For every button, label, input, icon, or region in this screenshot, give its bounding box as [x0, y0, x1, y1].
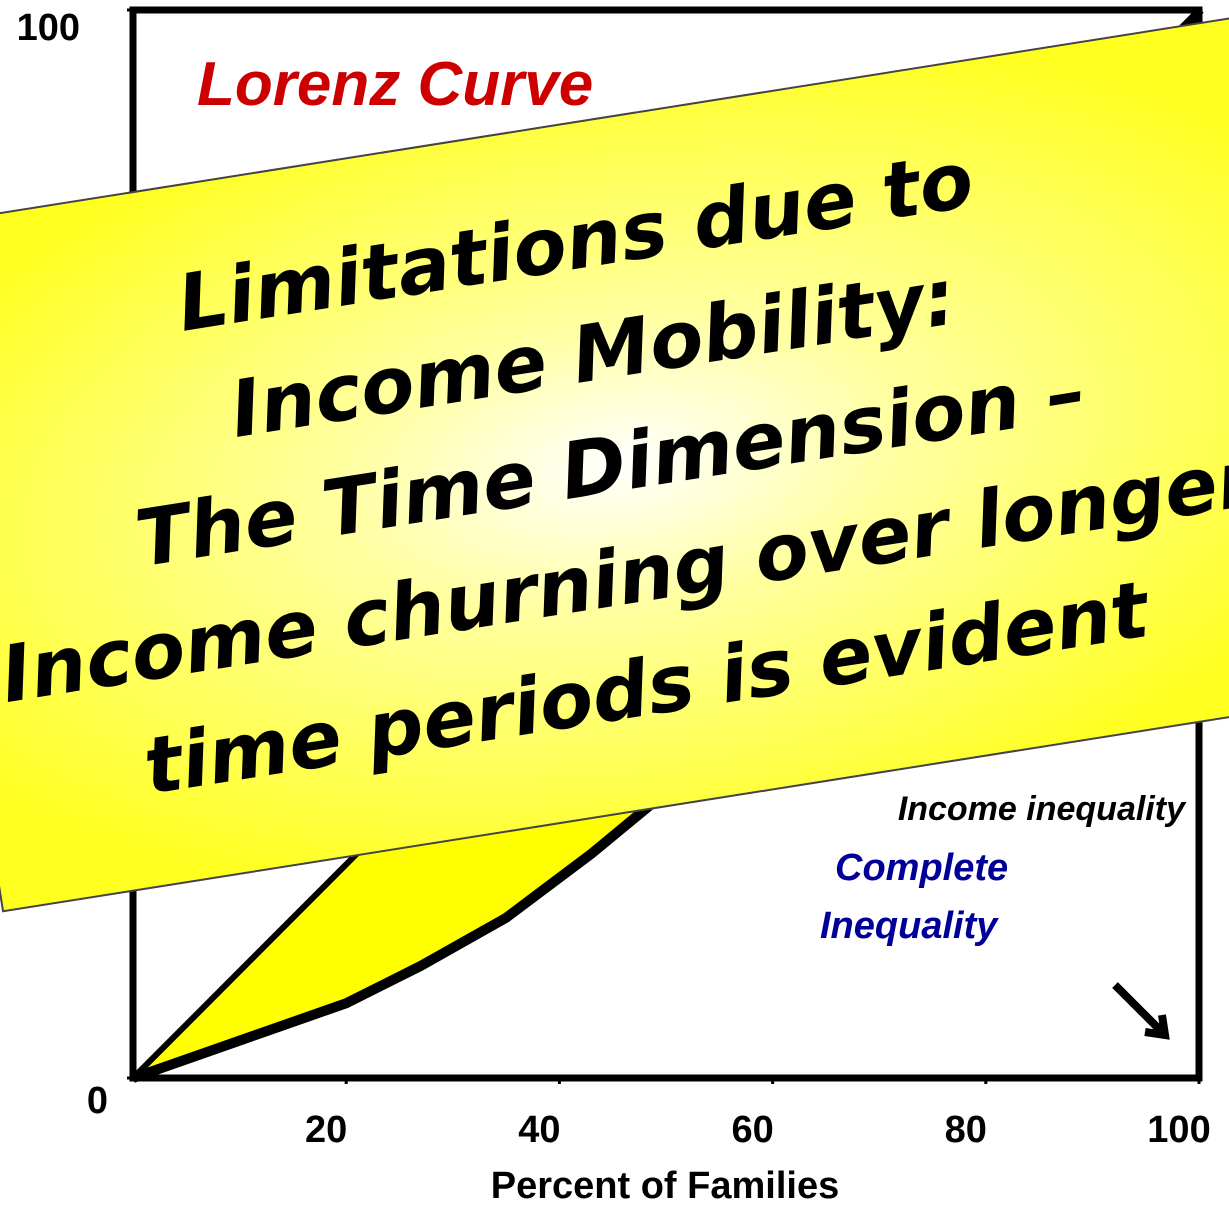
annotation: Lorenz Curve	[197, 50, 593, 119]
annotation: Inequality	[820, 905, 999, 947]
annotation: Complete	[835, 847, 1008, 889]
x-tick-label: 20	[305, 1109, 347, 1151]
x-tick-label: 60	[731, 1109, 773, 1151]
y-tick-label: 100	[17, 7, 80, 49]
banner-background	[0, 15, 1229, 913]
arrow	[1112, 982, 1170, 1040]
annotation: Income inequality	[898, 790, 1187, 828]
x-tick-label: 40	[518, 1109, 560, 1151]
y-tick-label: 0	[87, 1080, 108, 1122]
x-tick-label: 80	[945, 1109, 987, 1151]
x-tick-label: 100	[1147, 1109, 1210, 1151]
x-axis-label: Percent of Families	[491, 1165, 839, 1207]
